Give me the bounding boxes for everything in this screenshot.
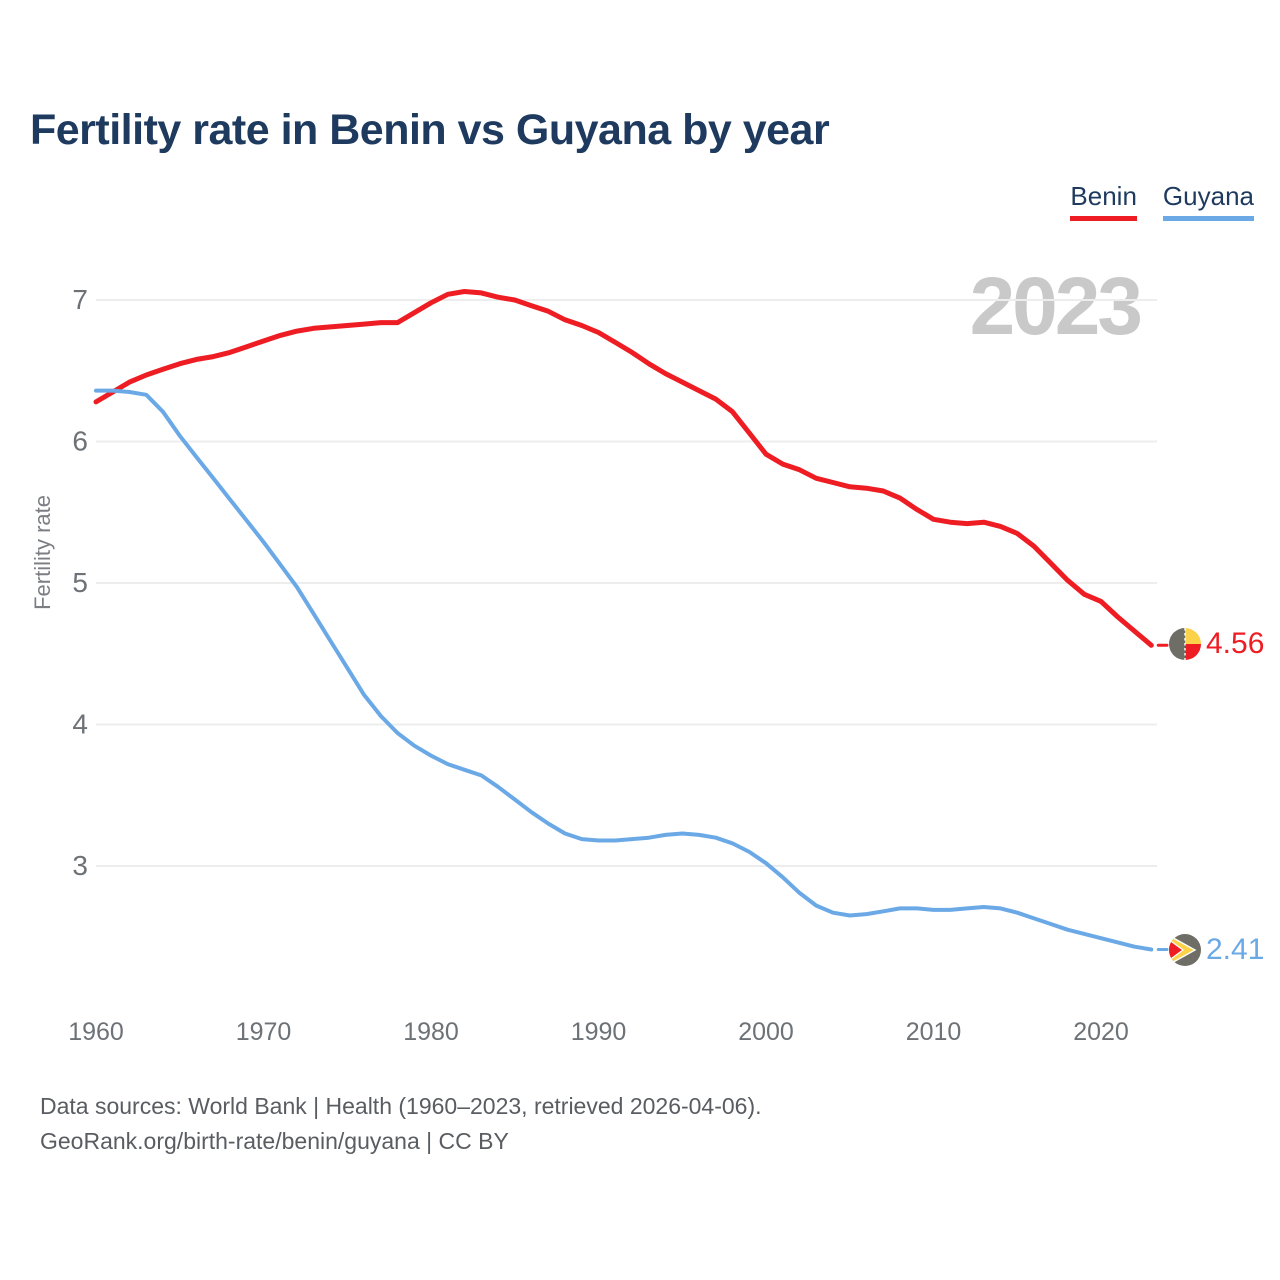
x-tick-label: 2010 <box>906 1018 962 1046</box>
guyana-flag-icon <box>1168 933 1202 967</box>
legend: Benin Guyana <box>1070 182 1254 221</box>
year-watermark: 2023 <box>969 261 1143 352</box>
series-line-guyana <box>94 388 1154 952</box>
page-title: Fertility rate in Benin vs Guyana by yea… <box>30 106 830 154</box>
legend-item-benin[interactable]: Benin <box>1070 182 1137 221</box>
guyana-end-value: 2.41 <box>1206 933 1265 966</box>
source-attribution: Data sources: World Bank | Health (1960–… <box>40 1089 762 1159</box>
y-tick-label: 4 <box>72 709 88 740</box>
y-tick-label: 5 <box>72 567 88 598</box>
series-line-benin <box>93 289 1154 648</box>
y-tick-label: 3 <box>72 850 88 881</box>
x-tick-label: 1970 <box>236 1018 292 1046</box>
x-tick-label: 1990 <box>571 1018 627 1046</box>
benin-flag-icon <box>1168 627 1202 661</box>
x-tick-label: 1980 <box>403 1018 459 1046</box>
x-tick-label: 2020 <box>1073 1018 1129 1046</box>
x-tick-label: 2000 <box>738 1018 794 1046</box>
legend-item-guyana[interactable]: Guyana <box>1162 182 1254 221</box>
y-tick-label: 7 <box>72 284 88 315</box>
y-tick-label: 6 <box>72 426 88 457</box>
benin-end-value: 4.56 <box>1206 627 1265 660</box>
source-line-2: GeoRank.org/birth-rate/benin/guyana | CC… <box>40 1128 509 1154</box>
source-line-1: Data sources: World Bank | Health (1960–… <box>40 1093 762 1119</box>
x-tick-label: 1960 <box>68 1018 124 1046</box>
